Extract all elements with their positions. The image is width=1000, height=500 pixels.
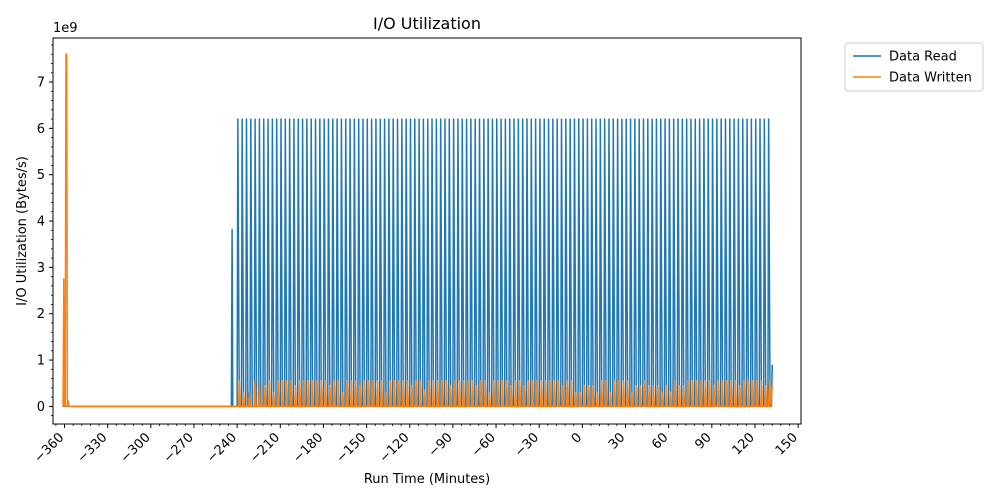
- y-axis-multiplier: 1e9: [53, 21, 78, 36]
- y-tick-label: 1: [37, 354, 45, 369]
- y-tick-label: 5: [37, 168, 45, 183]
- series-line-data-read: [63, 118, 773, 408]
- y-tick-label: 2: [37, 307, 45, 322]
- y-axis-label: I/O Utilization (Bytes/s): [15, 156, 30, 306]
- y-tick-label: 3: [37, 261, 45, 276]
- chart-title: I/O Utilization: [373, 14, 481, 33]
- series-layer: [62, 53, 773, 408]
- legend-box: [844, 42, 984, 92]
- y-tick-label: 6: [37, 122, 45, 137]
- y-axis-ticks: 0 1 2 3 4 5 6 7: [37, 44, 53, 417]
- y-tick-label: 0: [37, 400, 45, 415]
- legend: Data Read Data Written: [844, 42, 984, 92]
- x-axis-label: Run Time (Minutes): [364, 472, 490, 487]
- series-line-data-written: [62, 53, 773, 408]
- legend-label-data-written: Data Written: [889, 71, 972, 86]
- y-tick-label: 4: [37, 215, 45, 230]
- legend-label-data-read: Data Read: [889, 50, 957, 65]
- y-tick-label: 7: [37, 76, 45, 91]
